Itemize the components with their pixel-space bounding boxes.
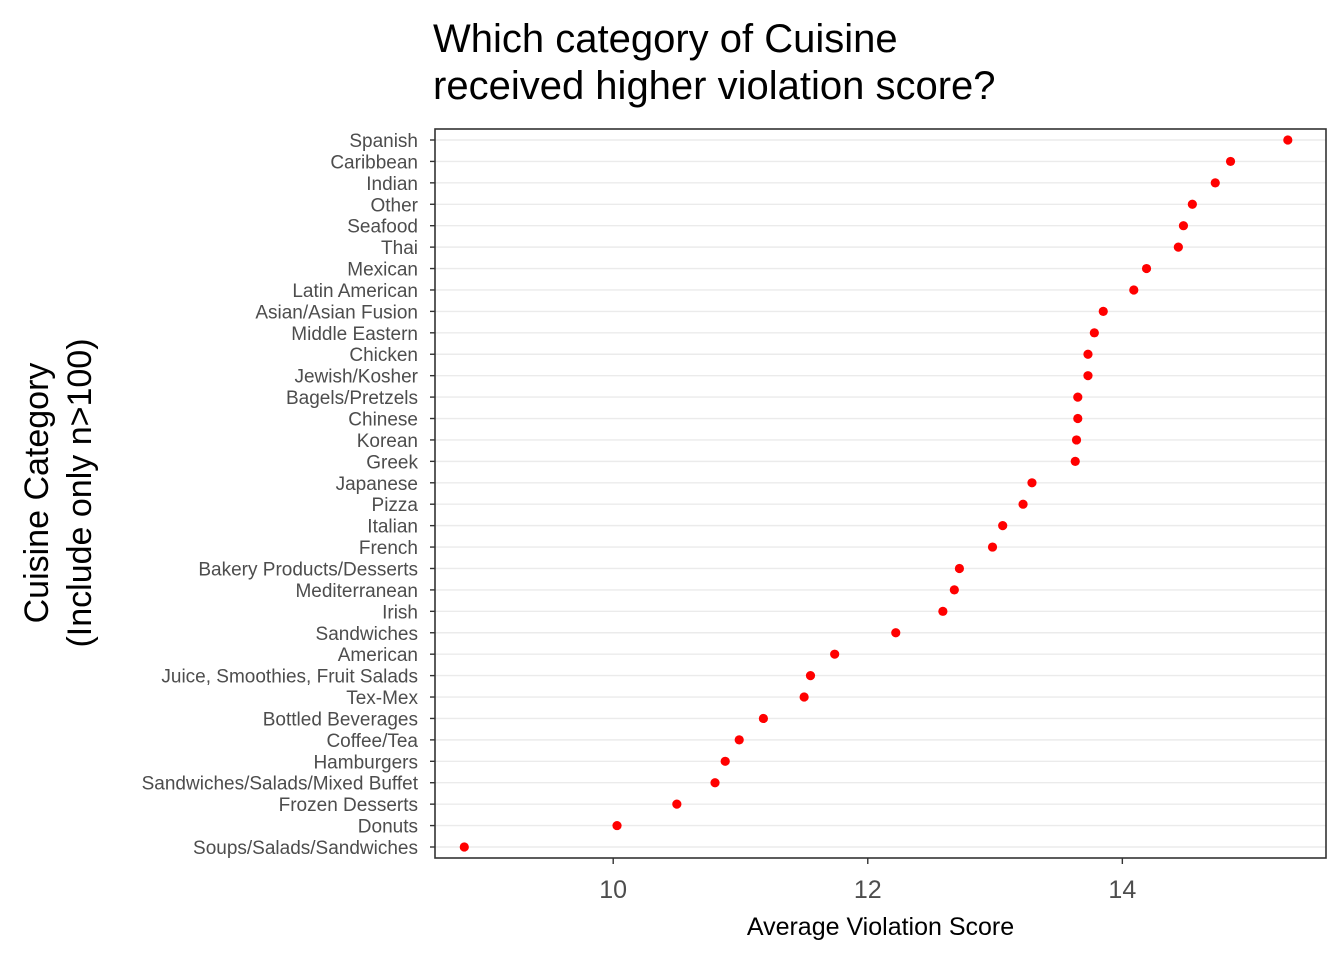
y-tick-label: Hamburgers — [313, 752, 418, 773]
y-axis-title-line: Cuisine Category — [18, 363, 56, 624]
y-tick-label: Asian/Asian Fusion — [255, 302, 418, 323]
data-point — [672, 799, 682, 809]
y-tick-label: Tex-Mex — [346, 688, 418, 709]
y-tick-label: Caribbean — [330, 152, 418, 173]
y-tick-label: Mediterranean — [295, 581, 418, 602]
x-axis-title: Average Violation Score — [747, 913, 1014, 941]
data-point — [1070, 456, 1080, 466]
y-tick-label: Greek — [366, 452, 418, 473]
data-point — [938, 606, 948, 616]
y-tick-label: Japanese — [336, 474, 418, 495]
y-tick-label: Juice, Smoothies, Fruit Salads — [161, 667, 418, 688]
y-tick-label: Middle Eastern — [291, 324, 418, 345]
y-axis-title: Cuisine Category (Include only n>100) — [18, 338, 99, 647]
data-point — [1073, 392, 1083, 402]
data-point — [1283, 135, 1293, 145]
data-point — [799, 692, 809, 702]
data-point — [1071, 435, 1082, 445]
data-point — [998, 521, 1008, 531]
y-tick-label: Chicken — [349, 345, 418, 366]
y-tick-label: Bottled Beverages — [263, 709, 418, 730]
data-point — [720, 756, 730, 766]
y-tick-label: Jewish/Kosher — [294, 367, 418, 388]
y-tick-label: Chinese — [348, 410, 418, 431]
data-point — [1173, 242, 1183, 252]
chart-title-line: Which category of Cuisine — [433, 17, 898, 61]
data-point — [1083, 349, 1093, 359]
plot-panel-border — [434, 128, 1327, 859]
data-point — [612, 820, 622, 831]
data-point — [710, 778, 720, 788]
y-tick-label: Mexican — [347, 260, 418, 281]
chart-title-line: received higher violation score? — [433, 64, 996, 108]
data-point — [1187, 199, 1197, 209]
y-tick-label: Other — [370, 195, 418, 216]
data-point — [1073, 413, 1083, 424]
data-point — [830, 649, 840, 659]
grid-lines — [435, 139, 1326, 848]
chart-title: Which category of Cuisine received higher… — [433, 17, 996, 108]
y-axis-title-line: (Include only n>100) — [61, 338, 99, 647]
y-tick-label: Irish — [382, 602, 418, 623]
y-tick-label: American — [338, 645, 418, 666]
y-tick-label: Korean — [357, 431, 418, 452]
y-tick-label: Sandwiches — [316, 624, 418, 645]
y-tick-label: French — [359, 538, 418, 559]
data-point — [1129, 285, 1139, 295]
x-tick-label: 14 — [1108, 876, 1136, 904]
y-tick-label: Sandwiches/Salads/Mixed Buffet — [142, 774, 419, 795]
data-point — [1083, 371, 1093, 381]
data-point — [1018, 499, 1028, 509]
data-point — [1141, 263, 1152, 274]
y-tick-label: Frozen Desserts — [279, 795, 418, 816]
data-point — [1027, 478, 1037, 488]
y-tick-label: Pizza — [372, 495, 419, 516]
y-tick-label: Coffee/Tea — [326, 731, 418, 752]
data-point — [1178, 221, 1189, 231]
data-point — [987, 542, 998, 552]
y-tick-label: Donuts — [358, 817, 418, 838]
data-point — [891, 628, 901, 638]
y-tick-label: Thai — [381, 238, 418, 259]
y-tick-label: Soups/Salads/Sandwiches — [193, 838, 418, 859]
x-tick-label: 10 — [599, 876, 627, 904]
data-points — [459, 135, 1293, 852]
data-point — [1098, 306, 1108, 316]
y-tick-label: Bakery Products/Desserts — [198, 559, 418, 580]
y-axis-ticks: SpanishCaribbeanIndianOtherSeafoodThaiMe… — [142, 131, 435, 859]
y-tick-label: Italian — [367, 517, 418, 538]
y-tick-label: Indian — [366, 174, 418, 195]
data-point — [1225, 156, 1236, 167]
data-point — [1210, 178, 1220, 188]
data-point — [954, 563, 965, 574]
y-tick-label: Seafood — [347, 217, 418, 238]
x-axis-ticks: 10 12 14 — [599, 858, 1136, 904]
y-tick-label: Spanish — [349, 131, 418, 152]
y-tick-label: Latin American — [292, 281, 418, 302]
data-point — [949, 585, 959, 595]
data-point — [805, 671, 816, 681]
data-point — [1089, 328, 1099, 338]
y-tick-label: Bagels/Pretzels — [286, 388, 418, 409]
data-point — [758, 713, 768, 724]
data-point — [734, 735, 744, 745]
x-tick-label: 12 — [854, 876, 882, 904]
data-point — [459, 842, 469, 852]
